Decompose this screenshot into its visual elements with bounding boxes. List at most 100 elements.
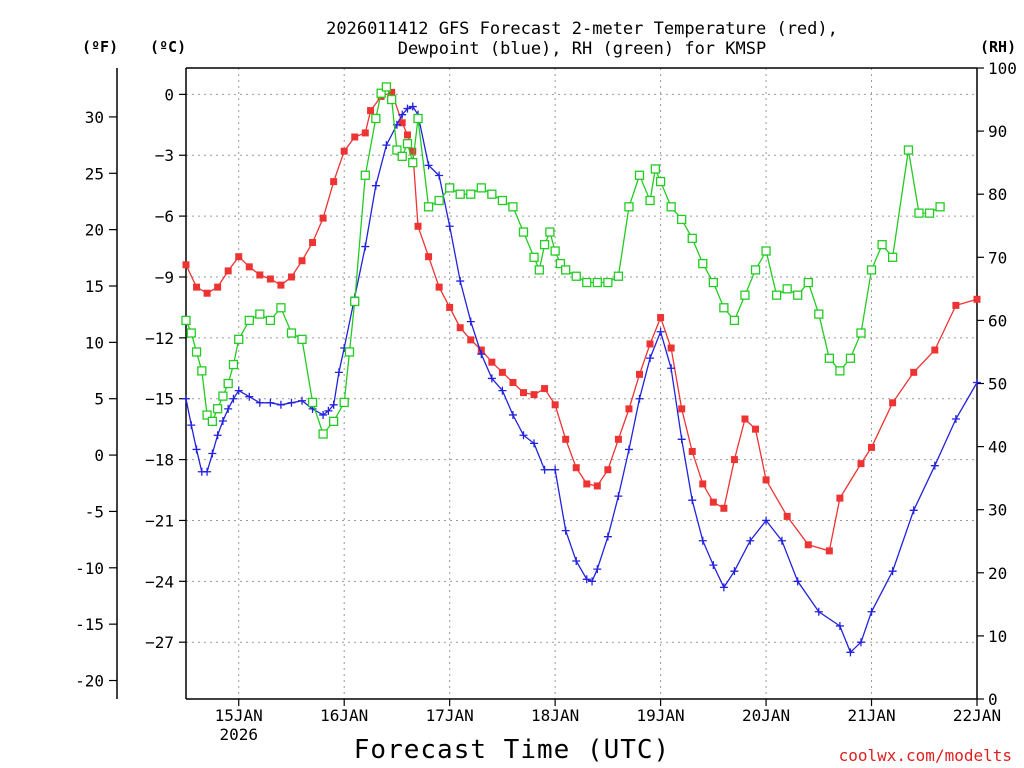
rh-point: [487, 189, 497, 199]
temp-point: [752, 425, 760, 433]
temp-point: [678, 405, 686, 413]
dewpoint-point: [276, 400, 285, 409]
dewpoint-point: [551, 465, 560, 474]
temp-point: [298, 257, 306, 265]
temp-point: [783, 512, 791, 520]
rh-point: [318, 429, 328, 439]
temp-point: [636, 370, 644, 378]
dewpoint-point: [624, 445, 633, 454]
temp-point: [398, 119, 406, 127]
series-line-blue: [185, 105, 978, 654]
temp-point: [456, 324, 464, 332]
time-tick-label: 21JAN: [847, 706, 895, 725]
rh-point: [408, 157, 418, 168]
dewpoint-point: [572, 557, 581, 566]
f-tick-label: 0: [94, 446, 104, 465]
dewpoint-point: [182, 394, 190, 403]
dewpoint-point: [909, 506, 918, 515]
dewpoint-point: [709, 561, 718, 570]
rh-point: [497, 195, 508, 206]
temp-point: [319, 214, 327, 222]
celsius-axis-label: (ºC): [150, 38, 186, 56]
temp-point: [688, 447, 696, 455]
rh-point: [344, 347, 355, 357]
dewpoint-point: [229, 394, 238, 403]
dewpoint-point: [688, 496, 697, 505]
time-tick-label: 17JAN: [426, 706, 474, 725]
dewpoint-point: [646, 354, 655, 363]
temp-point: [388, 88, 396, 96]
rh-point: [191, 347, 202, 357]
rh-point: [761, 246, 771, 256]
dewpoint-point: [814, 607, 823, 616]
rh-point: [550, 246, 560, 256]
rh-point: [708, 277, 718, 288]
rh-point: [561, 265, 571, 275]
rh-point: [218, 391, 228, 401]
f-tick-label: 30: [85, 108, 104, 127]
rh-point: [423, 202, 434, 212]
rh-point: [613, 271, 624, 281]
axes: [116, 67, 978, 700]
temp-point: [646, 340, 654, 348]
rh-point: [666, 202, 676, 212]
temp-point: [572, 464, 580, 472]
dewpoint-point: [334, 368, 343, 377]
rh-point: [376, 88, 386, 98]
temp-point: [467, 336, 475, 344]
rh-point: [824, 353, 834, 363]
dewpoint-point: [218, 417, 227, 426]
dewpoint-point: [777, 536, 786, 545]
temp-point: [266, 275, 274, 283]
dewpoint-point: [973, 378, 981, 387]
temp-point: [583, 480, 591, 488]
dewpoint-point: [324, 406, 333, 415]
dewpoint-point: [540, 465, 549, 474]
dewpoint-point: [187, 421, 196, 430]
time-tick-year: 2026: [219, 725, 258, 744]
temp-point: [825, 547, 833, 555]
temp-point: [741, 415, 749, 423]
temp-point: [409, 147, 417, 155]
rh-point: [234, 334, 244, 344]
rh-point: [935, 202, 945, 212]
rh-tick-label: 50: [988, 375, 1007, 394]
dewpoint-point: [319, 410, 328, 419]
dewpoint-point: [835, 621, 844, 630]
rh-point: [740, 290, 750, 300]
dewpoint-point: [793, 577, 802, 586]
dewpoint-point: [508, 410, 517, 419]
c-tick-label: −6: [155, 207, 174, 226]
dewpoint-point: [224, 404, 233, 413]
f-tick-label: -10: [75, 559, 104, 578]
temp-point: [519, 389, 527, 397]
dewpoint-point: [371, 181, 380, 190]
rh-point: [371, 113, 381, 124]
rh-point: [197, 366, 207, 376]
rh-point: [360, 170, 370, 180]
dewpoint-point: [408, 102, 417, 111]
credit-link[interactable]: coolwx.com/modelts: [839, 746, 1012, 765]
rh-point: [339, 397, 349, 408]
time-tick-label: 19JAN: [637, 706, 685, 725]
dewpoint-point: [298, 396, 307, 405]
time-tick-label: 22JAN: [953, 706, 1001, 725]
rh-point: [782, 284, 792, 294]
rh-point: [866, 265, 877, 275]
rh-tick-label: 30: [988, 501, 1007, 520]
time-tick-label: 16JAN: [320, 706, 368, 725]
dewpoint-point: [846, 648, 855, 657]
chart-title-line1: 2026011412 GFS Forecast 2-meter Temperat…: [326, 19, 838, 39]
temp-point: [367, 107, 375, 115]
temp-point: [541, 385, 549, 393]
rh-point: [402, 139, 413, 149]
rh-point: [771, 290, 782, 300]
dewpoint-point: [266, 398, 275, 407]
dewpoint-point: [730, 567, 739, 576]
temp-point: [287, 273, 295, 281]
dewpoint-point: [398, 110, 407, 119]
rh-point: [186, 328, 196, 338]
rh-point: [392, 145, 402, 155]
